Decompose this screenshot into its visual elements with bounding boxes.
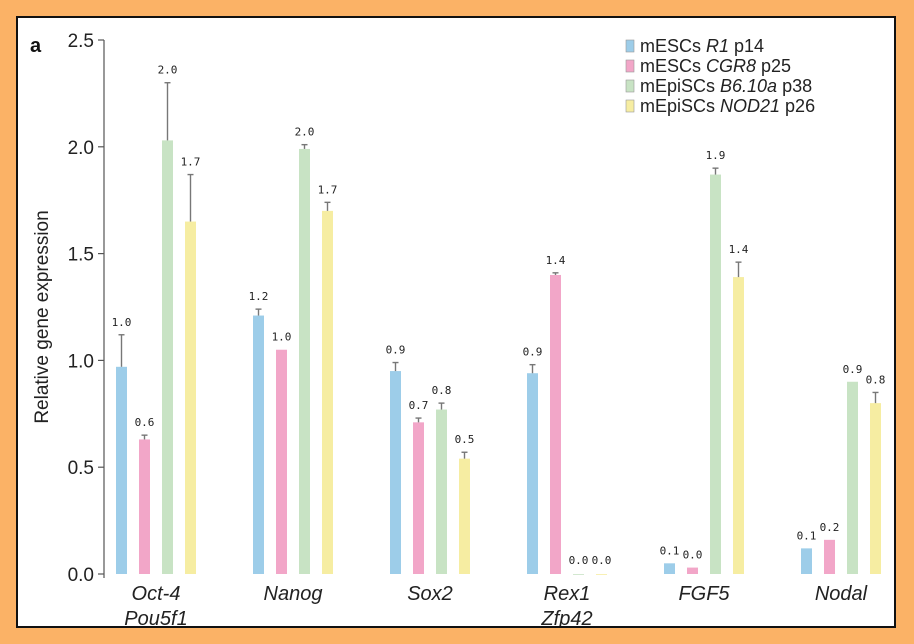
bar [733, 277, 744, 574]
bar [596, 574, 607, 575]
legend-swatch [625, 79, 635, 93]
bar [550, 274, 561, 574]
data-label: 0.2 [820, 521, 840, 534]
legend-swatch [625, 39, 635, 53]
data-label: 1.7 [318, 183, 338, 196]
bar [276, 349, 287, 574]
data-label: 0.8 [432, 384, 452, 397]
data-label: 1.2 [249, 290, 269, 303]
bar [162, 140, 173, 574]
bar [299, 148, 310, 574]
category-label: Zfp42 [540, 608, 592, 626]
data-label: 0.9 [386, 344, 406, 357]
bar [687, 567, 698, 574]
category-label: Pou5f1 [124, 608, 187, 626]
bar-chart: a 0.0 0.5 1.0 1.5 2.0 2.5 Relative gene expres… [30, 31, 886, 626]
y-tick-label: 1.0 [68, 351, 94, 372]
data-label: 0.8 [866, 373, 886, 386]
bar [801, 548, 812, 574]
bar [436, 409, 447, 574]
data-label: 0.7 [409, 399, 429, 412]
y-tick-label: 1.5 [68, 245, 94, 266]
bar [253, 315, 264, 574]
category-label: Rex1 [544, 583, 591, 605]
bar [527, 373, 538, 574]
data-label: 2.0 [295, 126, 315, 139]
category-label: Nodal [815, 583, 868, 605]
data-label: 1.0 [112, 316, 132, 329]
bar [870, 403, 881, 574]
data-label: 1.4 [729, 243, 749, 256]
y-tick-label: 2.5 [68, 31, 94, 52]
data-label: 2.0 [158, 64, 178, 77]
category-label: Oct-4 [132, 583, 181, 605]
axes: 0.0 0.5 1.0 1.5 2.0 2.5 Relative gene expressi… [32, 31, 868, 626]
data-label: 0.9 [843, 363, 863, 376]
data-label: 1.0 [272, 331, 292, 344]
category-label: FGF5 [678, 583, 730, 605]
panel-label: a [30, 35, 42, 57]
category-label: Nanog [264, 583, 323, 605]
bar [322, 210, 333, 574]
y-tick-label: 0.0 [68, 565, 94, 586]
bar [710, 174, 721, 574]
bar [413, 422, 424, 574]
bar [185, 221, 196, 574]
y-axis-label: Relative gene expression [32, 210, 53, 423]
data-labels: 1.00.62.01.71.21.02.01.70.90.70.80.50.91… [112, 64, 886, 567]
legend-swatch [625, 59, 635, 73]
data-label: 1.7 [181, 156, 201, 169]
legend-entry: mESCs CGR8 p25 [640, 56, 791, 76]
y-tick-label: 2.0 [68, 138, 94, 159]
legend-swatch [625, 99, 635, 113]
data-label: 0.5 [455, 433, 475, 446]
bar [664, 563, 675, 574]
bar [459, 458, 470, 574]
data-label: 0.0 [683, 549, 703, 562]
data-label: 0.0 [592, 554, 612, 567]
bar [824, 539, 835, 574]
data-label: 1.4 [546, 254, 566, 267]
category-label: Sox2 [407, 583, 453, 605]
legend-entry: mESCs R1 p14 [640, 36, 764, 56]
figure-panel: a 0.0 0.5 1.0 1.5 2.0 2.5 Relative gene expres… [16, 16, 896, 628]
data-label: 1.9 [706, 149, 726, 162]
data-label: 0.9 [523, 346, 543, 359]
bar [847, 381, 858, 574]
bar [116, 366, 127, 574]
data-label: 0.1 [660, 544, 680, 557]
legend-entry: mEpiSCs NOD21 p26 [640, 96, 815, 116]
data-label: 0.1 [797, 529, 817, 542]
data-label: 0.6 [135, 416, 155, 429]
bar [390, 371, 401, 574]
data-label: 0.0 [569, 554, 589, 567]
bar [139, 439, 150, 574]
legend-entry: mEpiSCs B6.10a p38 [640, 76, 812, 96]
bars [116, 82, 881, 575]
bar [573, 574, 584, 575]
y-tick-label: 0.5 [68, 458, 94, 479]
